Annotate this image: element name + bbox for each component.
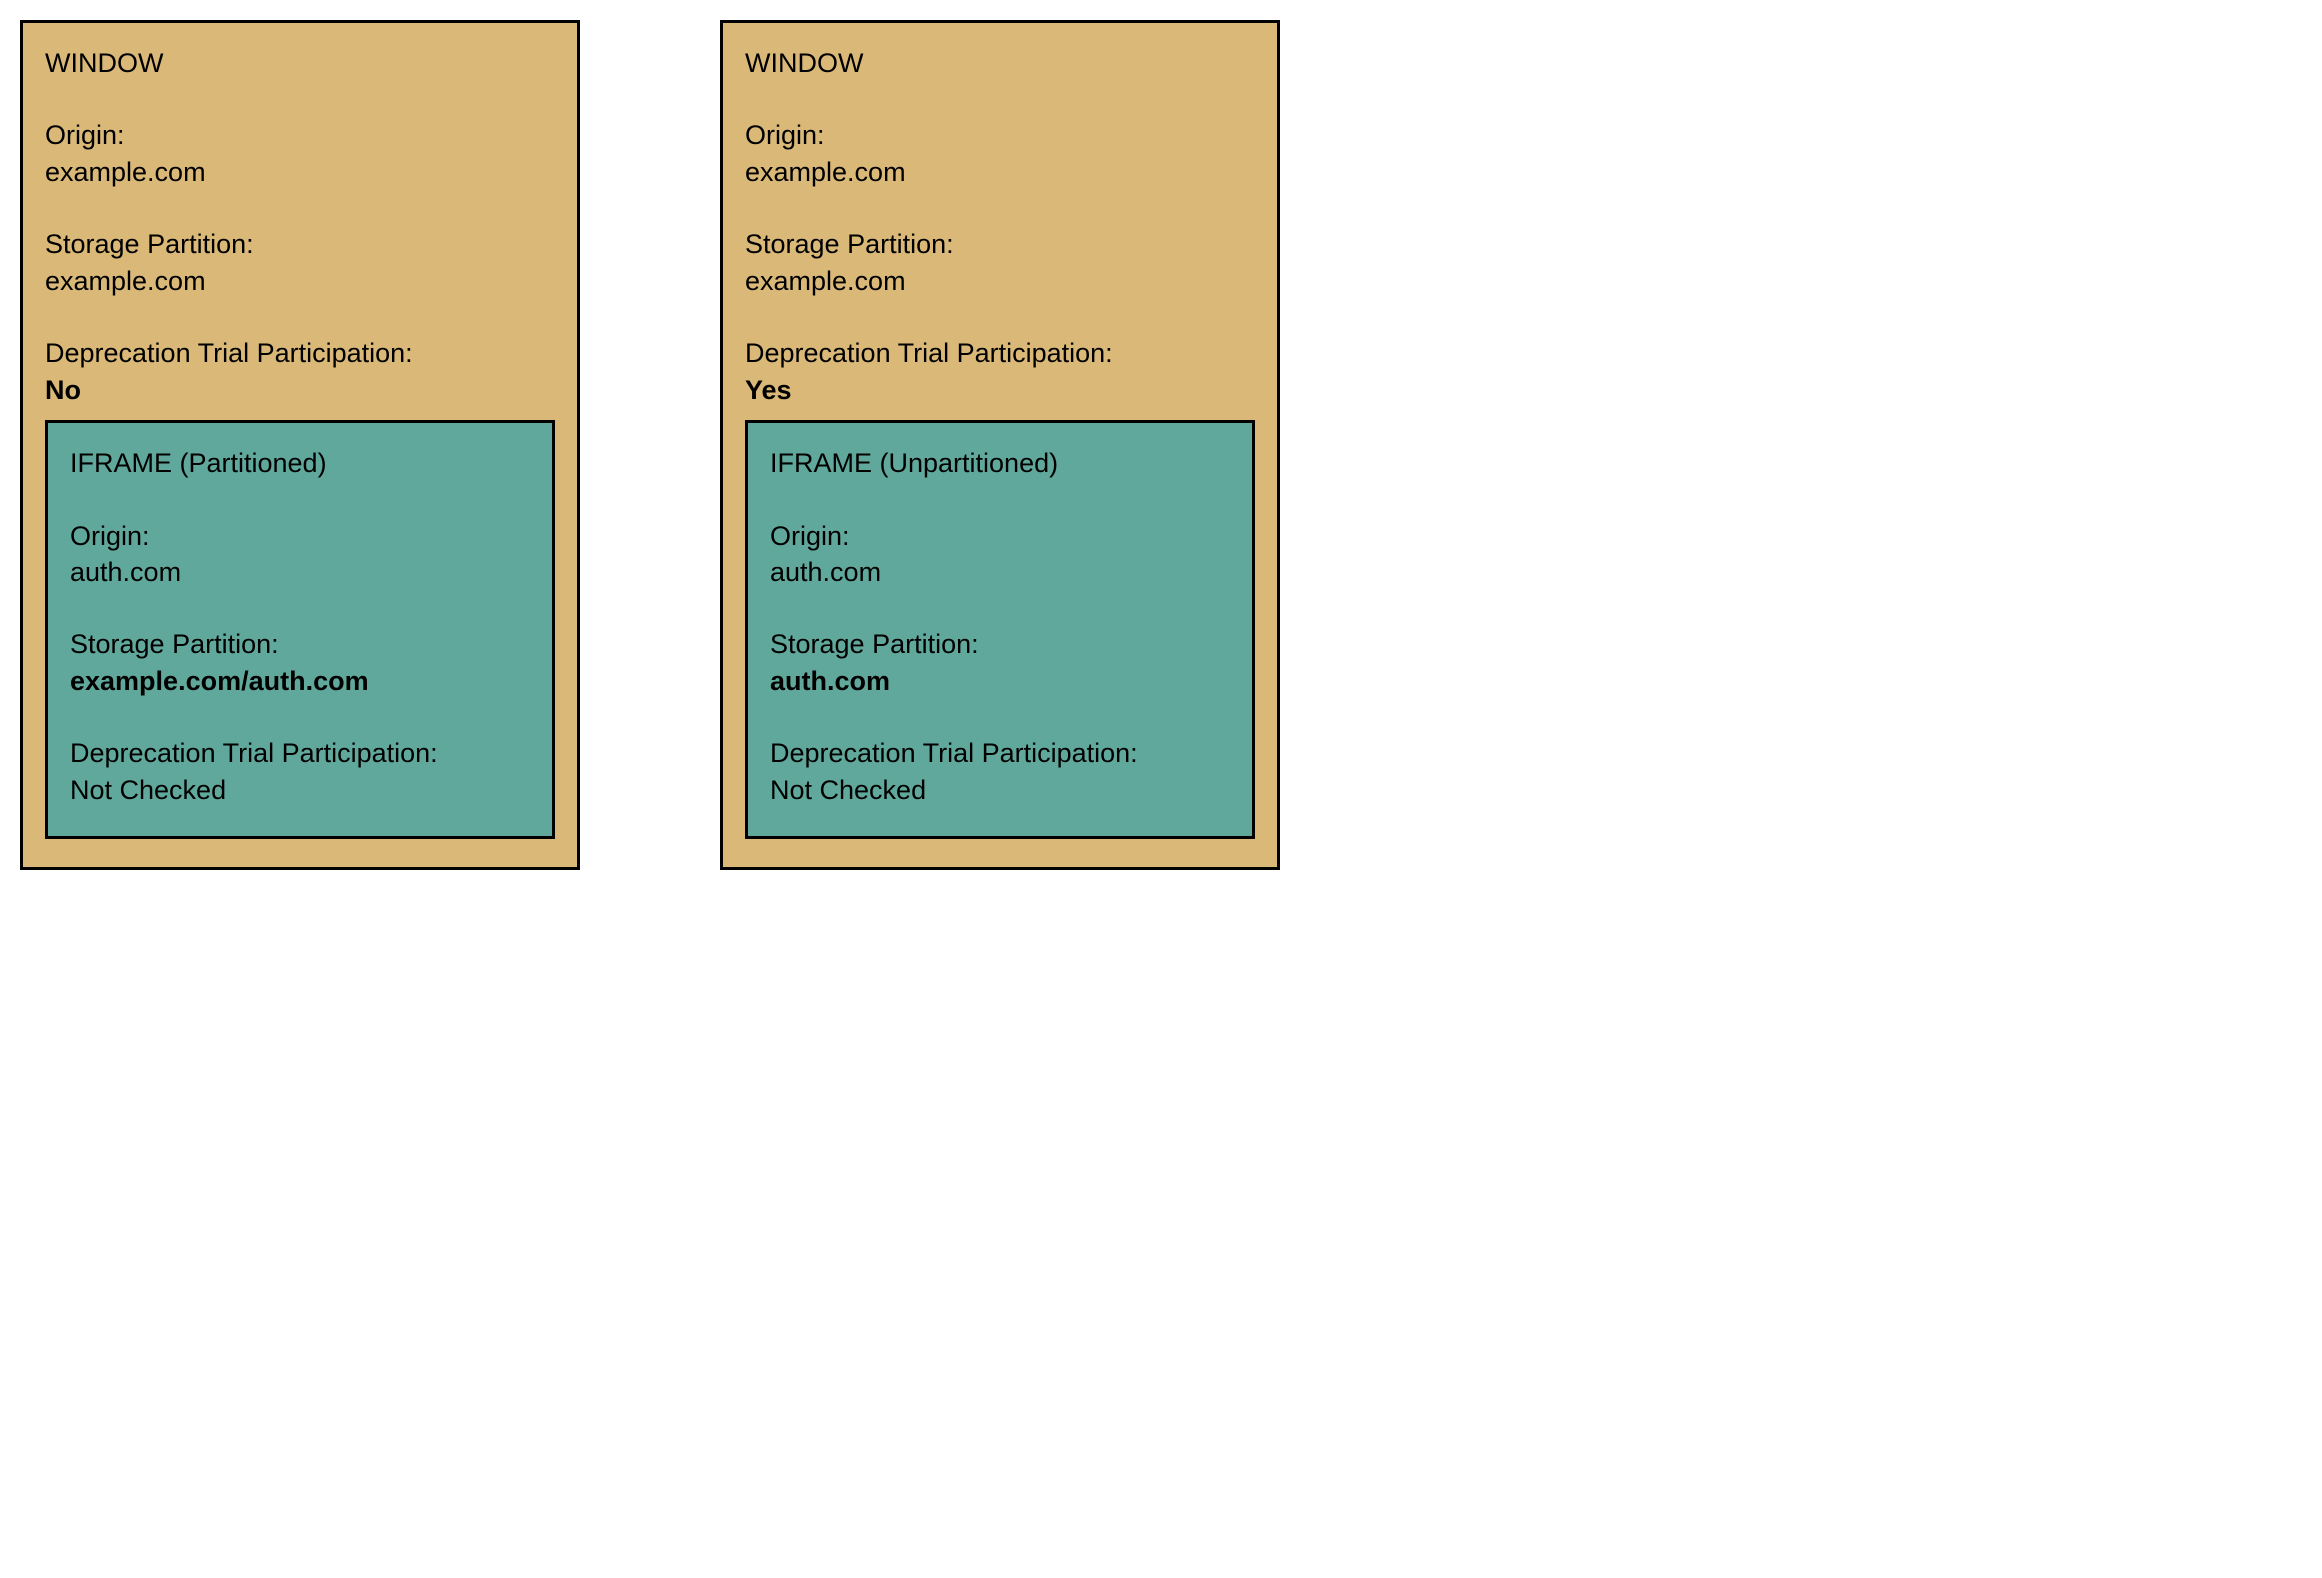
origin-value: example.com: [745, 154, 1255, 190]
window-title: WINDOW: [45, 45, 555, 81]
window-box-right: WINDOW Origin: example.com Storage Parti…: [720, 20, 1280, 870]
iframe-trial-value: Not Checked: [770, 772, 1230, 808]
iframe-storage-value: example.com/auth.com: [70, 663, 530, 699]
trial-label: Deprecation Trial Participation:: [745, 335, 1255, 371]
iframe-trial-label: Deprecation Trial Participation:: [70, 735, 530, 771]
iframe-origin-value: auth.com: [70, 554, 530, 590]
iframe-title: IFRAME (Unpartitioned): [770, 445, 1230, 481]
trial-label: Deprecation Trial Participation:: [45, 335, 555, 371]
window-box-left: WINDOW Origin: example.com Storage Parti…: [20, 20, 580, 870]
iframe-trial-value: Not Checked: [70, 772, 530, 808]
iframe-storage-value: auth.com: [770, 663, 1230, 699]
iframe-box-right: IFRAME (Unpartitioned) Origin: auth.com …: [745, 420, 1255, 839]
window-title: WINDOW: [745, 45, 1255, 81]
storage-value: example.com: [45, 263, 555, 299]
trial-value: Yes: [745, 372, 1255, 408]
iframe-origin-value: auth.com: [770, 554, 1230, 590]
storage-label: Storage Partition:: [45, 226, 555, 262]
storage-label: Storage Partition:: [745, 226, 1255, 262]
iframe-storage-label: Storage Partition:: [70, 626, 530, 662]
iframe-origin-label: Origin:: [70, 518, 530, 554]
iframe-trial-label: Deprecation Trial Participation:: [770, 735, 1230, 771]
iframe-title: IFRAME (Partitioned): [70, 445, 530, 481]
trial-value: No: [45, 372, 555, 408]
diagram-container: WINDOW Origin: example.com Storage Parti…: [20, 20, 2302, 870]
storage-value: example.com: [745, 263, 1255, 299]
origin-label: Origin:: [745, 117, 1255, 153]
iframe-box-left: IFRAME (Partitioned) Origin: auth.com St…: [45, 420, 555, 839]
iframe-origin-label: Origin:: [770, 518, 1230, 554]
iframe-storage-label: Storage Partition:: [770, 626, 1230, 662]
origin-label: Origin:: [45, 117, 555, 153]
origin-value: example.com: [45, 154, 555, 190]
